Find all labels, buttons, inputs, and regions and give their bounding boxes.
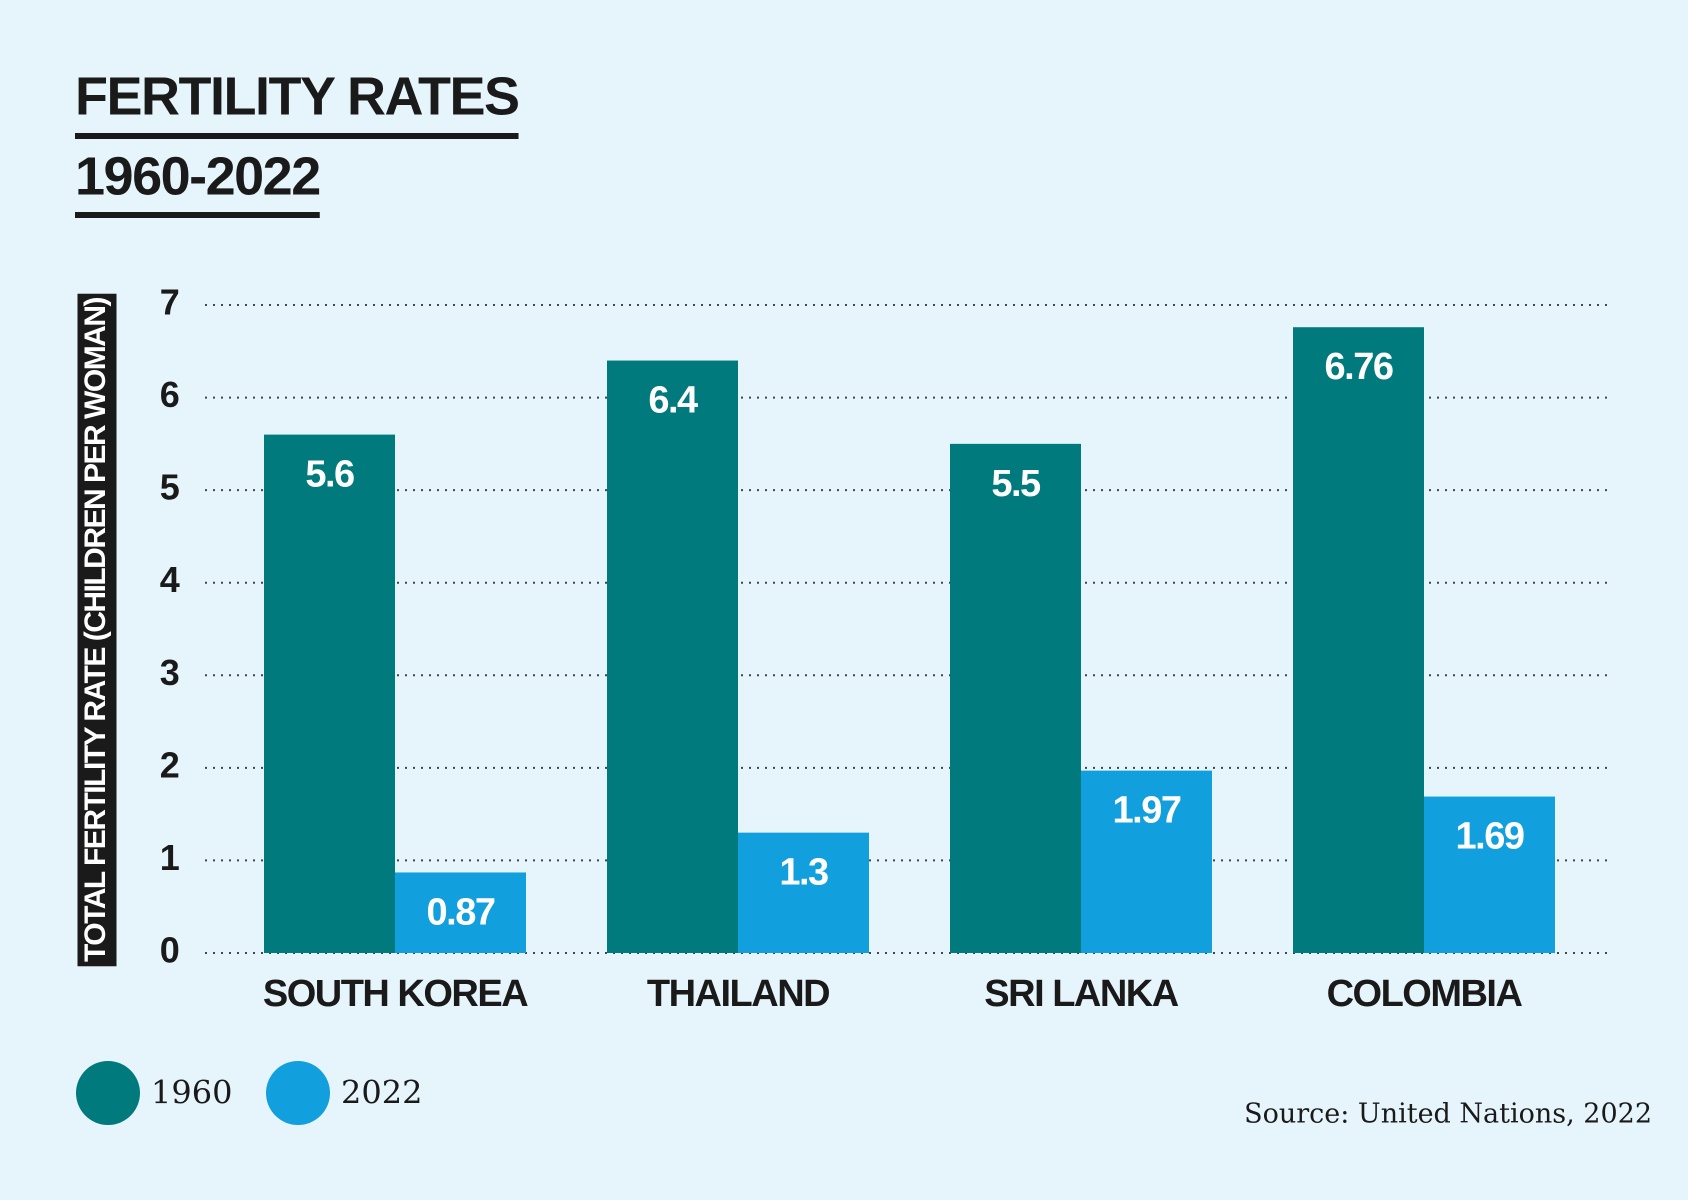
- y-tick-label: 0: [160, 930, 179, 971]
- chart-subtitle: 1960-2022: [75, 146, 320, 206]
- title-underline: [75, 212, 320, 218]
- legend-swatch: [76, 1061, 140, 1125]
- source: Source: United Nations, 2022: [1244, 1099, 1652, 1130]
- y-tick-label: 1: [160, 837, 180, 878]
- bar: [738, 832, 869, 953]
- bar: [607, 360, 738, 953]
- bar: [395, 872, 526, 953]
- x-tick-label: SOUTH KOREA: [263, 973, 528, 1015]
- bar: [1081, 770, 1212, 953]
- bar: [950, 443, 1081, 953]
- legend-label: 1960: [151, 1074, 232, 1112]
- bar: [1293, 327, 1424, 953]
- y-tick-label: 6: [160, 374, 179, 415]
- x-tick-label: THAILAND: [647, 973, 829, 1015]
- bar-value-label: 5.5: [991, 463, 1041, 505]
- y-tick-label: 4: [160, 559, 180, 600]
- legend-label: 2022: [341, 1074, 422, 1112]
- bar-value-label: 1.3: [779, 852, 828, 894]
- legend-swatch: [266, 1061, 330, 1125]
- y-tick-label: 2: [160, 744, 179, 785]
- bar-value-label: 5.6: [305, 454, 354, 496]
- y-axis-label: TOTAL FERTILITY RATE (CHILDREN PER WOMAN…: [79, 297, 112, 962]
- x-tick-label: SRI LANKA: [984, 973, 1178, 1015]
- bar-value-label: 0.87: [427, 891, 495, 933]
- y-label-background: [77, 293, 117, 967]
- bar: [1424, 796, 1555, 953]
- bar-value-label: 6.76: [1325, 346, 1393, 388]
- y-tick-label: 5: [160, 467, 180, 508]
- x-tick-label: COLOMBIA: [1327, 973, 1523, 1015]
- y-tick-label: 3: [160, 652, 179, 693]
- bar-value-label: 6.4: [648, 380, 698, 422]
- title-underline: [75, 133, 519, 139]
- chart-title: FERTILITY RATES: [75, 66, 519, 126]
- bar-value-label: 1.69: [1456, 816, 1524, 858]
- bar: [264, 434, 395, 954]
- y-tick-label: 7: [160, 282, 179, 323]
- bar-value-label: 1.97: [1113, 790, 1181, 832]
